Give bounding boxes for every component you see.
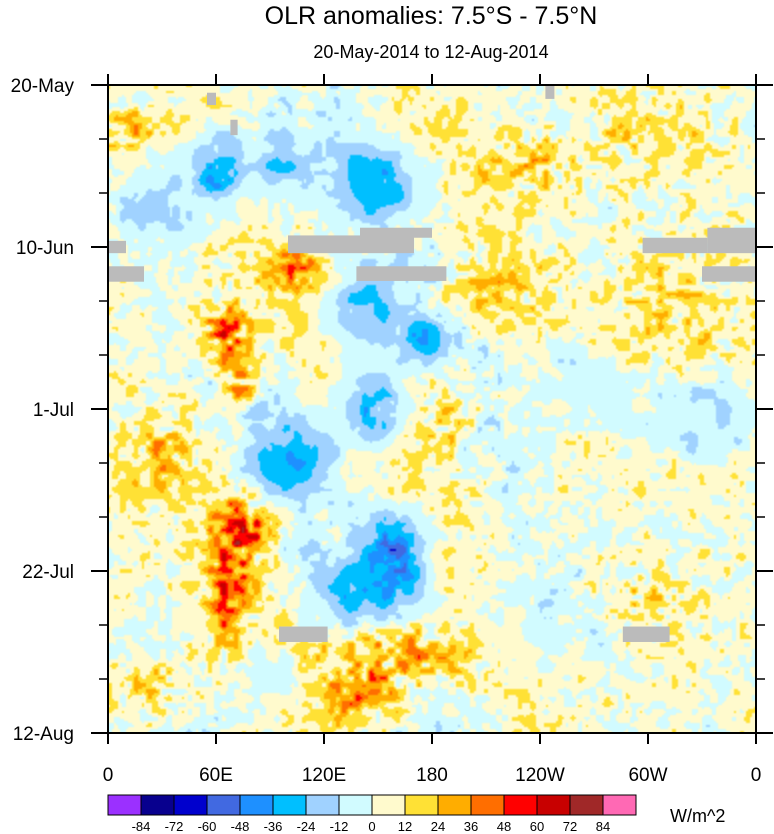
colorbar-label: 84 <box>596 819 610 834</box>
colorbar-label: -60 <box>198 819 217 834</box>
missing-data-patch <box>207 92 216 106</box>
colorbar-label: 36 <box>464 819 478 834</box>
colorbar-swatch <box>140 794 175 816</box>
colorbar-swatch <box>602 794 637 816</box>
missing-data-patch <box>279 626 328 642</box>
colorbar-swatch <box>569 794 604 816</box>
colorbar-swatch <box>371 794 406 816</box>
colorbar-label: 0 <box>368 819 375 834</box>
colorbar-swatch <box>272 794 307 816</box>
colorbar-label: 24 <box>431 819 445 834</box>
colorbar-swatch <box>404 794 439 816</box>
colorbar-label: -72 <box>165 819 184 834</box>
chart-title: OLR anomalies: 7.5°S - 7.5°N <box>265 2 598 30</box>
missing-data-patch <box>545 85 555 99</box>
x-tick-label: 120W <box>515 765 565 786</box>
colorbar-label: -36 <box>264 819 283 834</box>
heatmap-field <box>108 85 756 733</box>
missing-data-patch <box>707 227 756 254</box>
colorbar-label: -48 <box>231 819 250 834</box>
colorbar-swatch <box>305 794 340 816</box>
colorbar: -84 -72 -60 -48 -36 -24 -12 0 12 24 36 48 60 72 84 <box>107 794 637 834</box>
x-tick-label: 120E <box>302 765 346 786</box>
colorbar-swatch <box>338 794 373 816</box>
colorbar-swatch <box>536 794 571 816</box>
missing-data-layer <box>108 85 756 642</box>
colorbar-label: 12 <box>398 819 412 834</box>
missing-data-patch <box>360 227 432 238</box>
y-axis: 20-May 10-Jun 1-Jul 22-Jul 12-Aug <box>11 76 773 745</box>
colorbar-label: -24 <box>297 819 316 834</box>
colorbar-swatch <box>437 794 472 816</box>
missing-data-patch <box>702 266 756 282</box>
colorbar-label: 48 <box>497 819 511 834</box>
colorbar-swatch <box>173 794 208 816</box>
missing-data-patch <box>288 235 414 254</box>
colorbar-swatch <box>239 794 274 816</box>
missing-data-patch <box>230 119 238 136</box>
colorbar-swatch <box>107 794 142 816</box>
y-tick-label: 22-Jul <box>22 562 74 583</box>
y-tick-label: 10-Jun <box>16 238 74 259</box>
colorbar-label: 60 <box>530 819 544 834</box>
missing-data-patch <box>622 626 670 642</box>
colorbar-label: 72 <box>563 819 577 834</box>
missing-data-patch <box>642 237 708 254</box>
colorbar-swatch <box>503 794 538 816</box>
y-tick-label: 12-Aug <box>13 724 74 745</box>
missing-data-patch <box>356 266 447 281</box>
x-tick-label: 0 <box>751 765 762 786</box>
colorbar-swatch <box>470 794 505 816</box>
missing-data-patch <box>108 240 126 254</box>
x-tick-label: 60W <box>628 765 667 786</box>
x-axis: 0 60E 120E 180 120W 60W 0 <box>103 74 762 786</box>
x-tick-label: 0 <box>103 765 114 786</box>
x-tick-label: 60E <box>199 765 233 786</box>
x-tick-label: 180 <box>416 765 448 786</box>
y-tick-label: 20-May <box>11 76 75 97</box>
colorbar-units: W/m^2 <box>670 806 725 826</box>
chart-subtitle: 20-May-2014 to 12-Aug-2014 <box>313 42 548 62</box>
missing-data-patch <box>108 266 144 282</box>
y-tick-label: 1-Jul <box>33 400 74 421</box>
colorbar-swatch <box>206 794 241 816</box>
colorbar-label: -12 <box>330 819 349 834</box>
colorbar-label: -84 <box>132 819 151 834</box>
plot-area <box>107 84 757 734</box>
